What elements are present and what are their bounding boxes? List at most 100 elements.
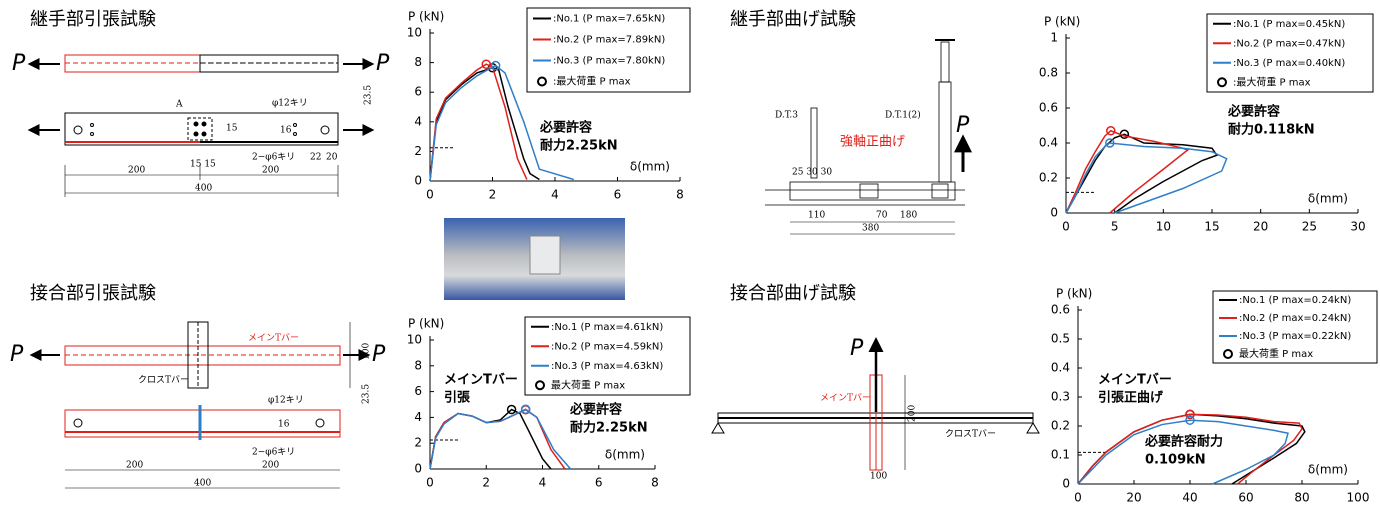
x-tick-label: 40	[1182, 491, 1197, 505]
load-label: P	[10, 342, 24, 367]
diagram	[32, 322, 368, 488]
legend-label: :No.1 (P max=0.45kN)	[1233, 19, 1345, 30]
dimension: 23.5	[362, 384, 372, 404]
series-line	[1066, 143, 1227, 213]
section-title: 継手部曲げ試験	[730, 9, 856, 30]
dimension: 200	[262, 166, 279, 176]
y-tick-label: 0.6	[1039, 101, 1058, 115]
x-tick-label: 100	[1347, 491, 1370, 505]
y-tick-label: 4	[414, 410, 422, 424]
series-line	[430, 409, 571, 469]
y-tick-label: 8	[414, 55, 422, 69]
x-tick-label: 80	[1294, 491, 1309, 505]
dimension: 2−φ6キリ	[252, 448, 295, 458]
label: 強軸正曲げ	[840, 135, 905, 150]
y-tick-label: 0.6	[1051, 303, 1070, 317]
x-tick-label: 6	[614, 188, 622, 202]
x-tick-label: 4	[551, 188, 559, 202]
legend-label: 最大荷重 P max	[551, 378, 625, 391]
dimension: 400	[194, 479, 211, 489]
annotation: 引張正曲げ	[1098, 390, 1164, 406]
y-tick-label: 0	[1050, 206, 1058, 220]
legend-label: 最大荷重 P max	[1239, 347, 1313, 360]
label: クロスTバー	[945, 429, 996, 440]
annotation: 必要許容耐力	[1144, 434, 1223, 450]
x-tick-label: 0	[1074, 491, 1082, 505]
y-axis-label: P (kN)	[408, 317, 444, 331]
diagram	[712, 340, 1039, 470]
dimension: φ12キリ	[268, 396, 304, 406]
y-axis-label: P (kN)	[1056, 287, 1092, 301]
label: メインTバー	[820, 393, 871, 404]
annotation: 耐力0.118kN	[1228, 122, 1315, 138]
section-title: 接合部引張試験	[30, 283, 156, 304]
annotation: 耐力2.25kN	[570, 420, 648, 436]
y-tick-label: 0.3	[1051, 390, 1070, 404]
dimension: 100	[362, 343, 372, 360]
load-label: P	[12, 51, 26, 76]
dimension: 25 30 30	[792, 168, 832, 178]
x-tick-label: 4	[539, 476, 547, 490]
annotation: 引張	[444, 391, 471, 406]
y-tick-label: 8	[414, 358, 422, 372]
x-tick-label: 25	[1302, 220, 1317, 234]
y-tick-label: 2	[414, 144, 422, 158]
diagram	[30, 55, 372, 197]
dimension: 200	[126, 461, 143, 471]
x-tick-label: 30	[1350, 220, 1365, 234]
section-title: 接合部曲げ試験	[730, 283, 856, 304]
dimension: 400	[195, 184, 212, 194]
legend-label: :No.1 (P max=0.24kN)	[1239, 295, 1351, 306]
y-tick-label: 0.2	[1051, 419, 1070, 433]
annotation: 0.109kN	[1145, 453, 1206, 468]
x-tick-label: 0	[426, 188, 434, 202]
y-tick-label: 6	[414, 384, 422, 398]
label: D.T.3	[775, 111, 798, 121]
dimension: 200	[262, 461, 279, 471]
dimension: 16	[278, 420, 290, 430]
x-tick-label: 2	[482, 476, 490, 490]
series-line	[1066, 131, 1188, 213]
series-line	[430, 410, 551, 469]
annotation: メインTバー	[1098, 373, 1172, 388]
legend-label: :No.3 (P max=0.22kN)	[1239, 331, 1351, 342]
label: D.T.1(2)	[885, 110, 921, 121]
legend-label: :No.3 (P max=7.80kN)	[553, 56, 665, 67]
x-tick-label: 6	[595, 476, 603, 490]
annotation: 必要許容	[569, 402, 622, 418]
label: メインTバー	[248, 333, 299, 344]
load-label: P	[376, 51, 390, 76]
y-tick-label: 0.4	[1051, 361, 1070, 375]
legend-label: :最大荷重 P max	[1233, 75, 1311, 88]
dimension: A	[175, 100, 183, 110]
series-line	[430, 68, 539, 181]
page: 継手部引張試験 継手部曲げ試験 接合部引張試験 接合部曲げ試験 P P 200 …	[0, 0, 1380, 513]
load-label: P	[956, 113, 970, 138]
x-tick-label: 10	[1156, 220, 1171, 234]
y-tick-label: 10	[407, 26, 422, 40]
y-tick-label: 2	[414, 436, 422, 450]
load-label: P	[372, 342, 386, 367]
x-tick-label: 0	[1062, 220, 1070, 234]
annotation: 必要許容	[539, 120, 592, 136]
dimension: 16	[280, 126, 292, 136]
legend-label: :No.3 (P max=4.63kN)	[551, 361, 663, 372]
x-tick-label: 15	[1204, 220, 1219, 234]
x-axis-label: δ(mm)	[1308, 192, 1348, 206]
legend-label: :No.2 (P max=0.24kN)	[1239, 313, 1351, 324]
x-tick-label: 2	[489, 188, 497, 202]
dimension: 380	[862, 224, 879, 234]
y-tick-label: 0	[414, 462, 422, 476]
dimension: 110	[808, 211, 825, 221]
legend-label: :最大荷重 P max	[553, 75, 631, 88]
dimension: 200	[908, 405, 918, 422]
x-tick-label: 5	[1111, 220, 1119, 234]
y-tick-label: 0.8	[1039, 66, 1058, 80]
dimension: 100	[870, 472, 887, 482]
legend-label: :No.2 (P max=0.47kN)	[1233, 38, 1345, 49]
y-tick-label: 0.2	[1039, 171, 1058, 185]
dimension: φ12キリ	[272, 99, 308, 109]
dimension: 23.5	[364, 85, 374, 105]
dimension: 22	[310, 153, 321, 163]
y-axis-label: P (kN)	[408, 10, 444, 24]
